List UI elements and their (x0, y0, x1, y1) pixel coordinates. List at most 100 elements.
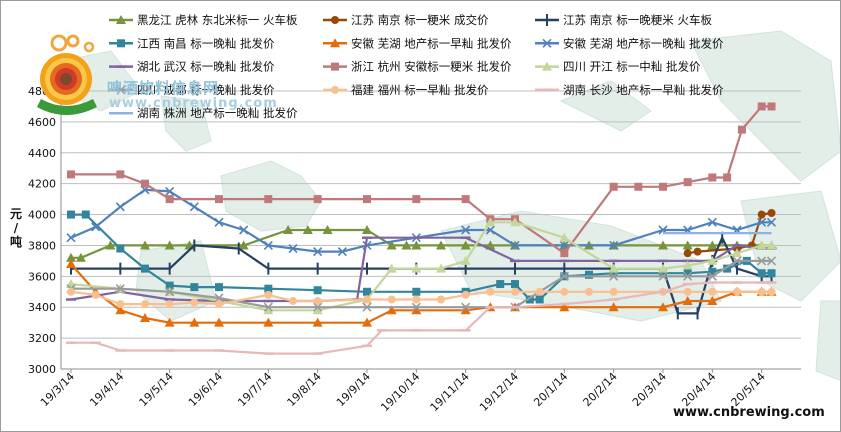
legend-label: 湖南 长沙 地产标一早籼 批发价 (563, 83, 724, 97)
data-point (312, 317, 323, 327)
data-point (683, 271, 693, 281)
data-point (757, 217, 767, 227)
data-point (766, 256, 777, 266)
legend-entry: 黑龙江 虎林 东北米标一 火车板 (109, 13, 298, 27)
data-point (116, 15, 126, 24)
data-point (767, 287, 776, 296)
y-tick-label: 4000 (28, 209, 56, 222)
data-point (263, 317, 274, 327)
data-point (386, 240, 397, 250)
x-tick-label: 19/10/14 (378, 370, 422, 414)
data-point (141, 264, 149, 273)
data-point (460, 240, 471, 250)
y-tick-label: 4200 (28, 178, 56, 191)
data-point (737, 125, 746, 134)
data-point (412, 287, 421, 296)
data-point (81, 210, 90, 219)
watermark-cn: 啤酒饮料信息网 (107, 79, 220, 97)
legend-label: 浙江 杭州 安徽标一粳米 批发价 (351, 60, 512, 74)
data-point (560, 249, 569, 258)
data-point (461, 225, 471, 235)
data-point (141, 300, 149, 309)
data-point (263, 302, 273, 312)
data-point (460, 255, 471, 265)
series-5 (66, 185, 777, 257)
data-point (658, 271, 668, 281)
map-shape (559, 80, 652, 132)
data-point (283, 225, 294, 234)
data-point (215, 300, 223, 309)
legend-entry: 江苏 南京 标一晚粳米 火车板 (535, 13, 712, 27)
data-point (362, 225, 372, 234)
x-tick-label: 19/11/14 (428, 370, 472, 414)
data-point (708, 267, 717, 276)
data-point (239, 225, 249, 235)
data-point (525, 295, 534, 304)
x-tick-label: 20/1/14 (531, 370, 570, 409)
data-point (141, 179, 149, 188)
data-point (609, 240, 619, 251)
legend-label: 黑龙江 虎林 东北米标一 火车板 (137, 13, 298, 27)
x-tick-label: 19/8/14 (285, 370, 324, 409)
data-point (140, 240, 150, 250)
data-point (164, 317, 175, 327)
data-point (313, 302, 323, 312)
legend-entry: 湖北 武汉 标一晚籼 批发价 (109, 60, 275, 74)
data-point (401, 240, 412, 250)
data-point (682, 296, 693, 306)
map-shape (160, 95, 212, 152)
data-point (658, 240, 668, 250)
y-tick-label: 3400 (28, 301, 56, 314)
x-tick-label: 19/7/14 (235, 370, 274, 409)
legend-label: 江西 南昌 标一晚籼 批发价 (137, 36, 275, 50)
data-point (585, 287, 593, 296)
logo (37, 34, 97, 115)
legend-label: 安徽 芜湖 地产标一早籼 批发价 (351, 36, 512, 50)
data-point (302, 225, 313, 234)
data-point (215, 195, 223, 204)
logo-bubble (83, 41, 95, 53)
data-point (767, 269, 776, 278)
data-point (67, 287, 75, 296)
x-tick-label: 19/12/14 (477, 370, 521, 414)
logo-leaf (37, 99, 97, 115)
data-point (363, 195, 371, 204)
data-point (756, 240, 767, 250)
data-point (559, 302, 570, 312)
data-point (510, 240, 520, 251)
series-line (71, 105, 772, 255)
data-point (723, 264, 732, 273)
data-point (766, 240, 777, 250)
legend-entry: 湖南 长沙 地产标一早籼 批发价 (535, 83, 724, 97)
data-point (485, 217, 496, 227)
y-tick-label: 3600 (28, 270, 56, 283)
legend-label: 湖北 武汉 标一晚籼 批发价 (137, 60, 275, 74)
series-7 (67, 102, 776, 258)
data-point (707, 240, 718, 250)
data-point (105, 240, 116, 250)
data-point (331, 62, 339, 71)
data-point (386, 305, 397, 315)
data-point (313, 286, 322, 295)
data-point (412, 295, 421, 304)
data-point (707, 217, 717, 227)
data-point (165, 300, 174, 309)
data-point (363, 295, 371, 304)
data-point (412, 195, 421, 204)
data-point (115, 284, 125, 294)
logo-ring (60, 73, 72, 85)
legend-label: 江苏 南京 标一粳米 成交价 (351, 13, 489, 27)
legend: 黑龙江 虎林 东北米标一 火车板 江苏 南京 标一粳米 成交价 江苏 南京 标一晚粳… (109, 13, 724, 120)
watermark-url: www.cnbrewing.com (109, 96, 278, 111)
legend-entry: 浙江 杭州 安徽标一粳米 批发价 (323, 60, 512, 74)
data-point (757, 256, 767, 266)
x-tick-label: 20/3/14 (630, 370, 669, 409)
data-point (215, 283, 223, 292)
data-point (757, 287, 766, 296)
data-point (75, 252, 86, 262)
x-tick-label: 19/4/14 (87, 370, 126, 409)
map-shape (135, 240, 217, 322)
